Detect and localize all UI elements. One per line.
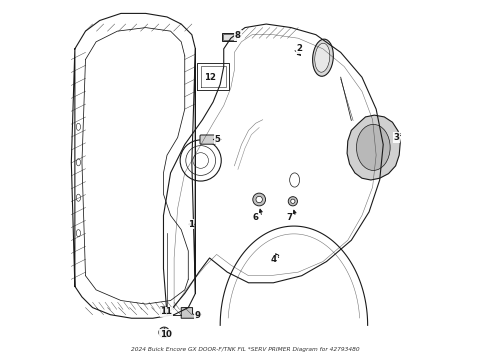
Text: 12: 12 — [204, 73, 216, 82]
Text: 2: 2 — [296, 44, 302, 53]
Circle shape — [288, 197, 297, 206]
Polygon shape — [161, 307, 169, 314]
Text: 11: 11 — [160, 307, 172, 316]
Text: 7: 7 — [286, 213, 293, 222]
Polygon shape — [347, 115, 400, 180]
Circle shape — [291, 199, 295, 203]
Bar — [221, 32, 236, 41]
Ellipse shape — [356, 124, 390, 170]
Circle shape — [159, 327, 170, 338]
Bar — [223, 34, 234, 40]
Text: 4: 4 — [271, 255, 277, 264]
Ellipse shape — [313, 39, 333, 76]
Text: 9: 9 — [195, 311, 201, 320]
Polygon shape — [181, 307, 197, 318]
Text: 10: 10 — [160, 330, 172, 339]
Text: 3: 3 — [393, 133, 399, 142]
Circle shape — [256, 196, 262, 203]
FancyBboxPatch shape — [200, 135, 216, 144]
Circle shape — [253, 193, 266, 206]
Text: 5: 5 — [215, 135, 220, 144]
Text: 1: 1 — [188, 220, 194, 229]
Text: 2024 Buick Encore GX DOOR-F/TNK FIL *SERV PRIMER Diagram for 42793480: 2024 Buick Encore GX DOOR-F/TNK FIL *SER… — [131, 347, 359, 352]
Ellipse shape — [315, 43, 330, 72]
Text: 6: 6 — [253, 213, 259, 222]
Text: 8: 8 — [235, 31, 241, 40]
